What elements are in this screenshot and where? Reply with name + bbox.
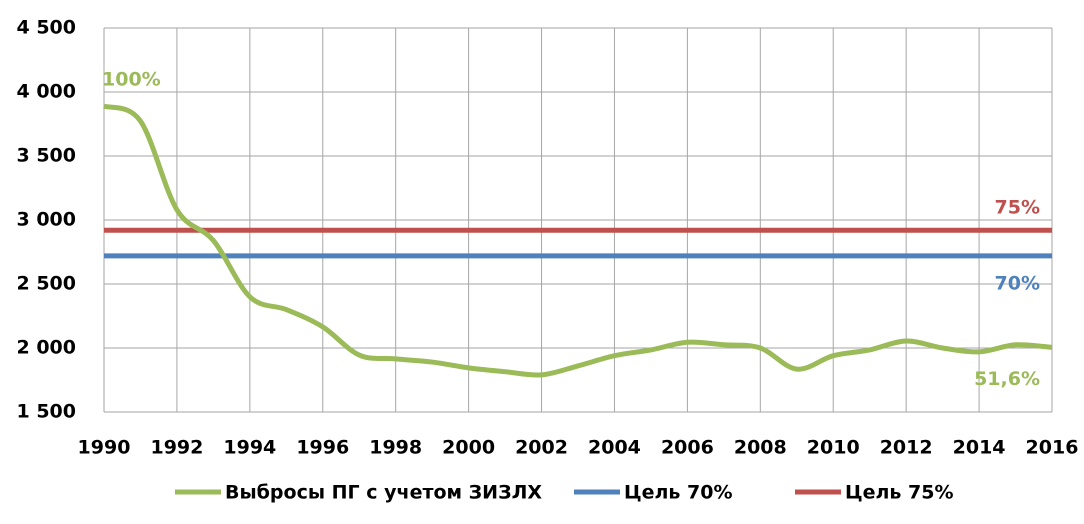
x-tick-label: 2006 xyxy=(661,437,714,459)
x-tick-label: 1994 xyxy=(223,437,276,459)
x-tick-label: 2000 xyxy=(442,437,495,459)
y-tick-label: 3 500 xyxy=(17,145,77,167)
y-tick-label: 2 500 xyxy=(17,273,77,295)
annotation: 75% xyxy=(995,197,1040,219)
annotation: 51,6% xyxy=(974,368,1040,390)
y-tick-label: 3 000 xyxy=(17,209,77,231)
x-tick-label: 2004 xyxy=(588,437,641,459)
x-tick-label: 1996 xyxy=(296,437,349,459)
x-tick-label: 1992 xyxy=(150,437,203,459)
x-tick-label: 2008 xyxy=(734,437,787,459)
y-tick-label: 1 500 xyxy=(17,401,77,423)
x-tick-label: 2012 xyxy=(880,437,933,459)
y-tick-label: 4 000 xyxy=(17,81,77,103)
x-tick-label: 1990 xyxy=(78,437,131,459)
legend-label: Выбросы ПГ с учетом ЗИЗЛХ xyxy=(225,482,542,504)
x-tick-label: 2010 xyxy=(807,437,860,459)
legend-label: Цель 75% xyxy=(845,482,954,504)
y-tick-label: 4 500 xyxy=(17,17,77,39)
legend-label: Цель 70% xyxy=(624,482,733,504)
x-tick-label: 1998 xyxy=(369,437,422,459)
x-tick-label: 2016 xyxy=(1026,437,1079,459)
x-tick-label: 2002 xyxy=(515,437,568,459)
series-line xyxy=(103,103,1053,378)
annotation: 70% xyxy=(995,272,1040,294)
y-tick-label: 2 000 xyxy=(17,337,77,359)
x-tick-label: 2014 xyxy=(953,437,1006,459)
annotation: 100% xyxy=(102,69,161,91)
